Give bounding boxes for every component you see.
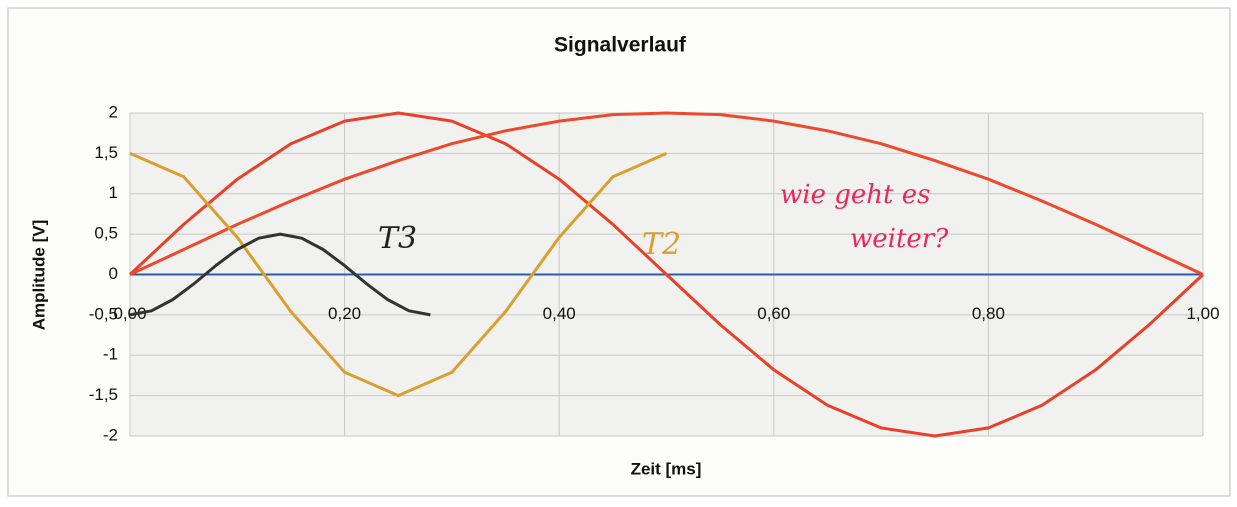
x-tick-label: 0,60 — [757, 304, 790, 323]
y-tick-label: 1,5 — [94, 143, 118, 162]
series-line — [129, 232, 431, 317]
y-tick-label: -1 — [103, 345, 118, 364]
chart-title: Signalverlauf — [554, 34, 687, 57]
y-axis-label: Amplitude [V] — [29, 220, 48, 331]
series-line — [129, 152, 668, 398]
y-tick-label: 2 — [109, 102, 118, 121]
annotation: T3 — [378, 221, 417, 256]
x-tick-label: 0,20 — [328, 304, 361, 323]
y-tick-label: -0,5 — [89, 304, 118, 323]
annotation: weiter? — [850, 224, 949, 254]
annotation: T2 — [642, 227, 681, 262]
y-tick-label: 0,5 — [94, 224, 118, 243]
annotation: wie geht es — [780, 180, 930, 210]
y-tick-label: 0 — [109, 264, 118, 283]
x-axis-label: Zeit [ms] — [631, 459, 702, 478]
series-line — [128, 111, 1205, 438]
y-tick-label: -2 — [103, 425, 118, 444]
series-line — [129, 111, 1204, 276]
x-tick-label: 0,80 — [972, 304, 1005, 323]
x-tick-label: 0,40 — [543, 304, 576, 323]
x-tick-label: 1,00 — [1186, 304, 1219, 323]
y-tick-label: -1,5 — [89, 385, 118, 404]
y-tick-label: 1 — [109, 183, 118, 202]
